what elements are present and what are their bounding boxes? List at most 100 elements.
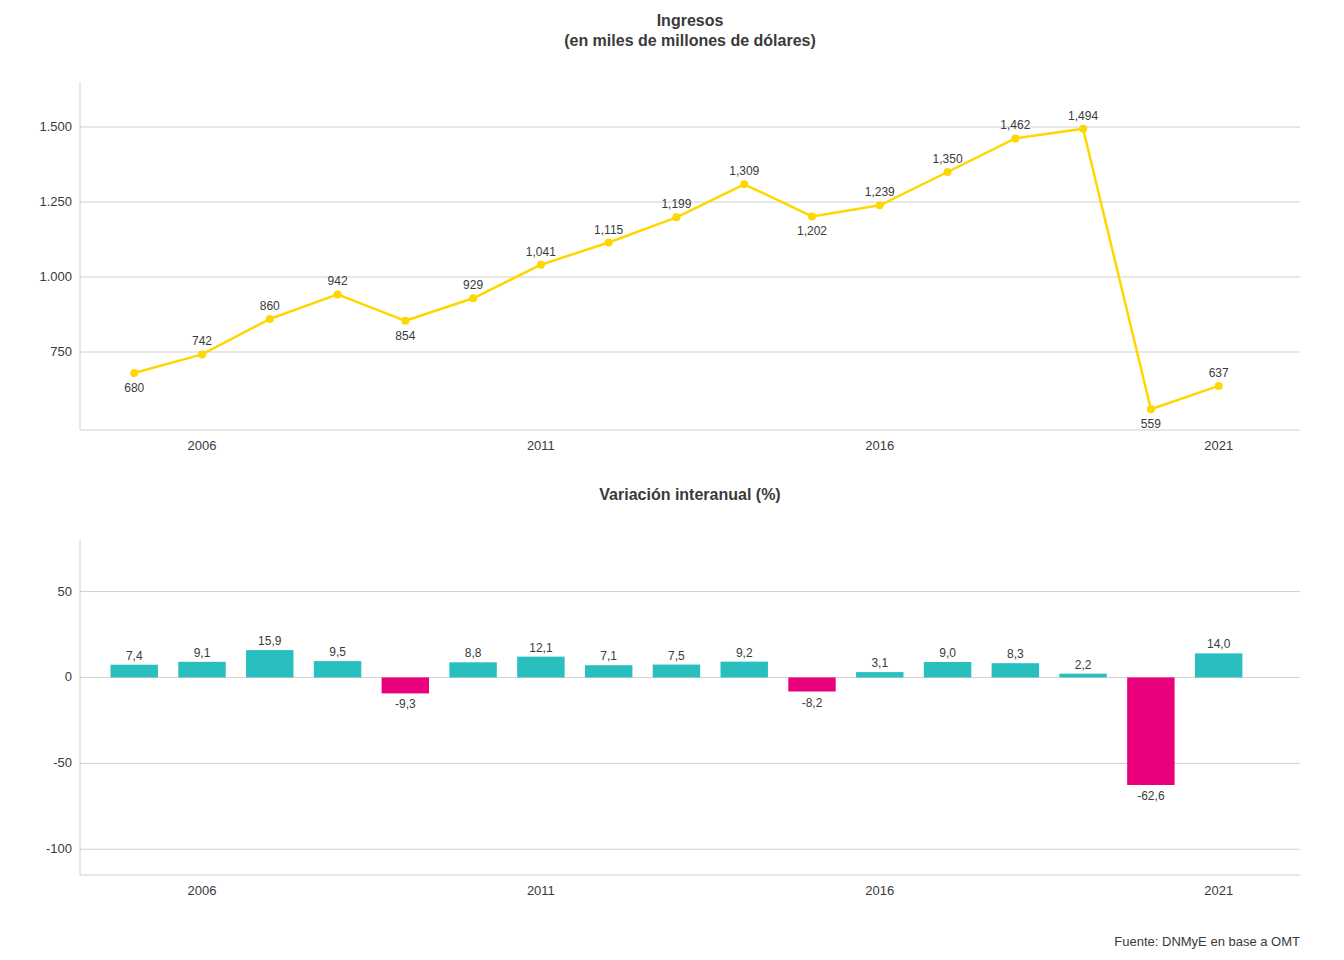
x-tick-label: 2011	[527, 883, 555, 898]
data-label: 9,1	[194, 646, 211, 660]
point	[1011, 134, 1019, 142]
bar	[1127, 677, 1174, 785]
data-label: 9,2	[736, 646, 753, 660]
data-label: 14,0	[1207, 637, 1231, 651]
point	[469, 294, 477, 302]
bar	[992, 663, 1039, 677]
bar	[517, 657, 564, 678]
data-label: 559	[1141, 417, 1161, 431]
data-label: 1,494	[1068, 109, 1098, 123]
data-label: 8,3	[1007, 647, 1024, 661]
marks	[130, 125, 1222, 414]
data-label: -8,2	[802, 696, 823, 710]
grid	[80, 592, 1300, 850]
data-label: 8,8	[465, 646, 482, 660]
marks	[111, 650, 1243, 785]
y-tick-label: 0	[65, 669, 72, 684]
data-label: 1,041	[526, 245, 556, 259]
data-label: 12,1	[529, 641, 553, 655]
bar	[382, 677, 429, 693]
point	[1147, 405, 1155, 413]
x-tick-label: 2006	[188, 438, 217, 453]
bar	[585, 665, 632, 677]
x-tick-label: 2006	[188, 883, 217, 898]
y-tick-label: 750	[50, 344, 72, 359]
y-tick-label: -50	[53, 755, 72, 770]
chart-title: Variación interanual (%)	[599, 486, 780, 503]
bar	[1195, 653, 1242, 677]
grid-line	[80, 277, 1300, 278]
x-tick-label: 2021	[1204, 883, 1233, 898]
grid-line	[80, 591, 1300, 592]
title-line: (en miles de millones de dólares)	[564, 32, 816, 49]
bar	[653, 665, 700, 678]
data-label: 15,9	[258, 634, 282, 648]
point	[740, 180, 748, 188]
data-label: 9,0	[939, 646, 956, 660]
y-tick-label: 1.500	[39, 119, 72, 134]
y-axis-line	[80, 540, 81, 875]
bar	[178, 662, 225, 678]
x-tick-label: 2016	[865, 883, 894, 898]
data-label: 680	[124, 381, 144, 395]
y-axis-line	[80, 82, 81, 430]
data-label: -9,3	[395, 697, 416, 711]
data-label: 860	[260, 299, 280, 313]
bar-chart: Variación interanual (%) -100 -50 0 50 2006 20…	[46, 486, 1300, 949]
point	[876, 201, 884, 209]
data-label: 742	[192, 334, 212, 348]
x-axis-line	[80, 430, 1300, 431]
data-label: 9,5	[329, 645, 346, 659]
chart-title: Ingresos (en miles de millones de dólares…	[564, 12, 816, 49]
data-label: 2,2	[1075, 658, 1092, 672]
data-label: 637	[1209, 366, 1229, 380]
bar	[856, 672, 903, 677]
data-label: 854	[395, 329, 415, 343]
data-label: 7,1	[600, 649, 617, 663]
point	[334, 290, 342, 298]
point	[266, 315, 274, 323]
point	[1079, 125, 1087, 133]
data-label: 1,462	[1000, 118, 1030, 132]
data-label: 1,350	[933, 152, 963, 166]
grid	[80, 127, 1300, 352]
point	[198, 350, 206, 358]
data-labels: 6807428609428549291,0411,1151,1991,3091,…	[124, 109, 1229, 432]
point	[605, 239, 613, 247]
y-tick-label: -100	[46, 841, 72, 856]
x-axis-line	[80, 875, 1300, 876]
data-label: -62,6	[1137, 789, 1165, 803]
y-tick-label: 1.000	[39, 269, 72, 284]
data-label: 1,199	[661, 197, 691, 211]
data-label: 1,239	[865, 185, 895, 199]
bar	[314, 661, 361, 677]
x-tick-label: 2011	[527, 438, 555, 453]
line	[134, 129, 1218, 410]
point	[537, 261, 545, 269]
point	[808, 212, 816, 220]
grid-line	[80, 352, 1300, 353]
point	[944, 168, 952, 176]
data-label: 7,5	[668, 649, 685, 663]
data-labels: 7,49,115,99,5-9,38,812,17,17,59,2-8,23,1…	[126, 634, 1231, 803]
y-tick-label: 50	[58, 584, 72, 599]
title-line: Variación interanual (%)	[599, 486, 780, 503]
bar	[924, 662, 971, 677]
grid-line	[80, 127, 1300, 128]
bar	[111, 665, 158, 678]
data-label: 1,309	[729, 164, 759, 178]
x-tick-label: 2016	[865, 438, 894, 453]
data-label: 1,202	[797, 224, 827, 238]
bar	[788, 677, 835, 691]
point	[1215, 382, 1223, 390]
bar	[246, 650, 293, 677]
point	[130, 369, 138, 377]
data-label: 7,4	[126, 649, 143, 663]
title-line: Ingresos	[657, 12, 724, 29]
y-tick-label: 1.250	[39, 194, 72, 209]
point	[401, 317, 409, 325]
grid-line	[80, 763, 1300, 764]
bar	[1059, 674, 1106, 678]
data-label: 942	[328, 274, 348, 288]
line-chart: Ingresos (en miles de millones de dólares…	[39, 12, 1300, 453]
